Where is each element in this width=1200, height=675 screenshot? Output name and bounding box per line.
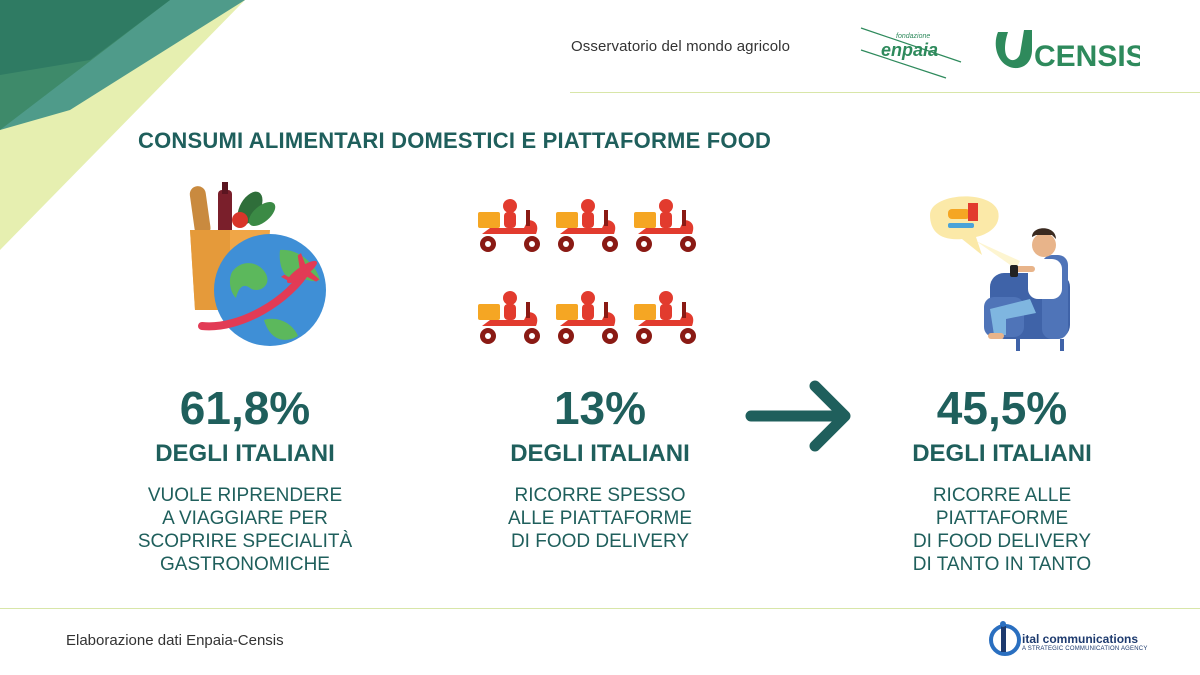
stat-description-line: A VIAGGIARE PER [162, 508, 328, 529]
agency-name: ital communications [1022, 632, 1139, 646]
enpaia-name-text: enpaia [881, 40, 938, 60]
stat-column-travel: 61,8% DEGLI ITALIANI VUOLE RIPRENDERE A … [95, 380, 395, 576]
stat-description-line: DI FOOD DELIVERY [912, 531, 1092, 552]
stat-value: 13% [553, 382, 647, 434]
observatory-label: Osservatorio del mondo agricolo [571, 38, 791, 55]
page-title: CONSUMI ALIMENTARI DOMESTICI E PIATTAFOR… [138, 128, 772, 153]
stat-description-line: RICORRE SPESSO [514, 485, 686, 506]
stat-description: RICORRE ALLE PIATTAFORME DI FOOD DELIVER… [852, 484, 1152, 576]
stat-description-line: DI FOOD DELIVERY [510, 531, 690, 552]
stat-description-line: VUOLE RIPRENDERE [147, 485, 343, 506]
scooter-icon [478, 291, 540, 344]
stat-description-line: DI TANTO IN TANTO [912, 554, 1092, 575]
person-ordering-food-icon [930, 196, 1070, 351]
stat-value: 45,5% [936, 382, 1068, 434]
corner-decoration [0, 0, 245, 250]
stat-value: 61,8% [179, 382, 311, 434]
agency-tagline: A STRATEGIC COMMUNICATION AGENCY [1022, 646, 1148, 652]
stat-description-line: PIATTAFORME [935, 508, 1069, 529]
enpaia-logo: fondazione enpaia [860, 27, 962, 79]
header-divider [570, 92, 1200, 93]
stat-subject: DEGLI ITALIANI [510, 440, 690, 467]
stat-description-line: RICORRE ALLE [932, 485, 1072, 506]
enpaia-small-text: fondazione [896, 33, 930, 40]
scooter-icon [478, 199, 540, 252]
scooter-icon [556, 199, 618, 252]
scooter-icon [556, 291, 618, 344]
scooter-icon [634, 199, 696, 252]
footer-divider [0, 608, 1200, 609]
ital-communications-logo [989, 621, 1021, 656]
stat-subject: DEGLI ITALIANI [155, 440, 335, 467]
food-bag-globe-plane-icon [189, 182, 326, 346]
stat-description-line: SCOPRIRE SPECIALITÀ [137, 531, 353, 552]
stat-column-delivery-often: 13% DEGLI ITALIANI RICORRE SPESSO ALLE P… [450, 380, 750, 553]
censis-name-text: CENSIS [1034, 40, 1140, 73]
arrow-right-icon [745, 380, 851, 452]
stat-description: VUOLE RIPRENDERE A VIAGGIARE PER SCOPRIR… [95, 484, 395, 576]
stat-description: RICORRE SPESSO ALLE PIATTAFORME DI FOOD … [450, 484, 750, 553]
scooter-icon [634, 291, 696, 344]
delivery-scooters-icon [478, 199, 696, 344]
source-note: Elaborazione dati Enpaia-Censis [66, 632, 284, 649]
stat-description-line: ALLE PIATTAFORME [507, 508, 693, 529]
stat-subject: DEGLI ITALIANI [912, 440, 1092, 467]
censis-logo: CENSIS [995, 30, 1140, 73]
stat-description-line: GASTRONOMICHE [160, 554, 330, 575]
stat-column-delivery-sometimes: 45,5% DEGLI ITALIANI RICORRE ALLE PIATTA… [852, 380, 1152, 576]
